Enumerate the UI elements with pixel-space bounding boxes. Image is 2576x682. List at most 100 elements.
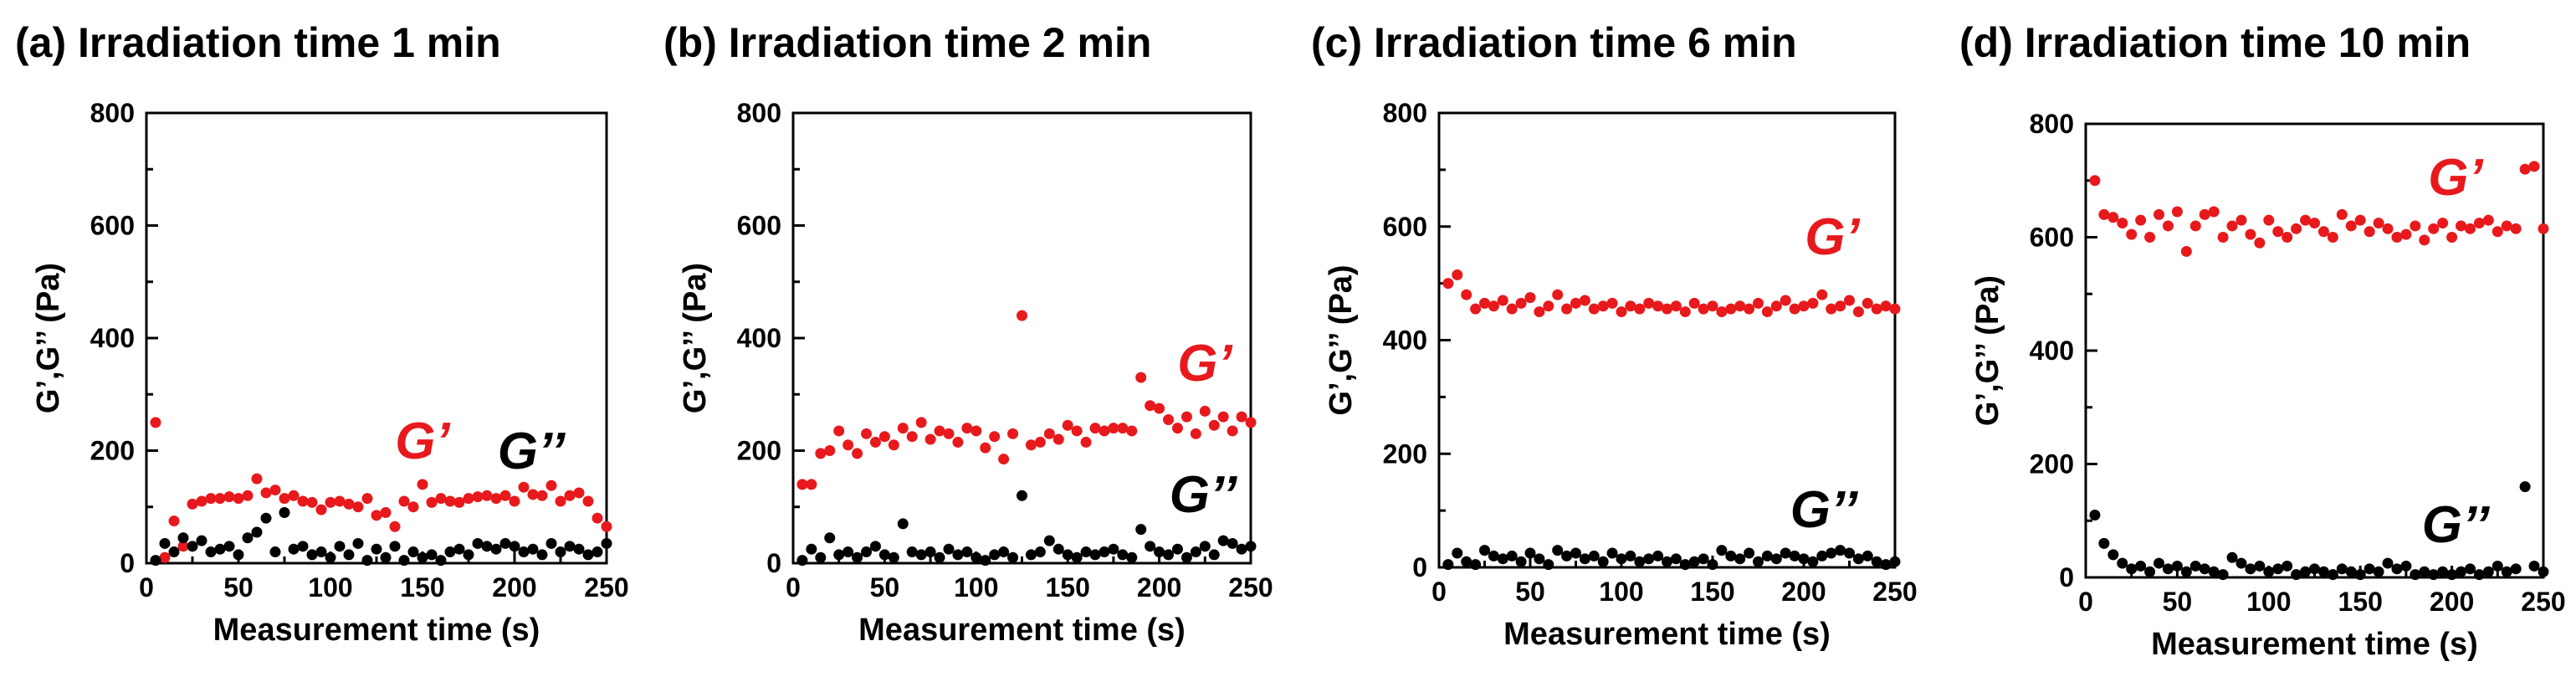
y-tick-label: 200 (2030, 449, 2074, 479)
data-point (1707, 559, 1718, 571)
data-point (1543, 300, 1554, 312)
data-point (1034, 546, 1046, 558)
data-point (989, 549, 1001, 561)
data-point (1679, 306, 1691, 318)
data-point (1515, 556, 1527, 567)
data-point (1807, 556, 1819, 567)
y-tick-label: 400 (90, 323, 135, 353)
data-point (943, 543, 955, 555)
data-point (2437, 566, 2449, 577)
data-point (1826, 303, 1837, 315)
data-point (1479, 297, 1490, 309)
data-point (260, 512, 272, 524)
data-point (2464, 223, 2476, 234)
y-tick-label: 0 (120, 548, 135, 578)
data-point (2464, 563, 2476, 575)
data-point (2519, 481, 2531, 493)
x-tick-label: 50 (1515, 577, 1545, 607)
data-point (2208, 206, 2220, 218)
data-point (407, 546, 419, 558)
data-point (2254, 237, 2266, 249)
data-point (1071, 425, 1083, 437)
x-tick-label: 200 (1781, 577, 1826, 607)
data-point (2327, 569, 2338, 581)
data-point (1506, 550, 1518, 561)
data-point (1606, 297, 1618, 309)
x-tick-label: 50 (223, 572, 254, 603)
x-tick-label: 150 (1046, 572, 1090, 603)
data-point (371, 543, 382, 555)
data-point (1470, 559, 1482, 571)
y-tick-label: 200 (1383, 438, 1427, 469)
data-point (573, 487, 585, 499)
data-point (861, 428, 873, 439)
series-label-g-prime: G’ (2428, 149, 2483, 207)
data-point (1452, 547, 1463, 559)
x-tick-label: 0 (2078, 587, 2093, 617)
data-point (1889, 303, 1901, 315)
data-point (536, 549, 548, 561)
data-point (2336, 563, 2348, 575)
data-point (1770, 553, 1782, 565)
data-point (897, 518, 909, 530)
data-point (2317, 226, 2329, 238)
data-point (150, 417, 161, 428)
data-point (334, 541, 346, 552)
x-tick-label: 100 (2246, 587, 2291, 617)
x-axis-label: Measurement time (s) (213, 613, 540, 648)
data-point (435, 493, 447, 505)
data-point (952, 436, 964, 448)
data-point (934, 551, 945, 563)
data-point (2263, 566, 2275, 577)
data-point (1634, 303, 1646, 315)
series-g-double-prime (796, 490, 1257, 567)
data-point (878, 431, 890, 443)
data-point (343, 549, 355, 561)
data-point (1835, 545, 1846, 556)
data-point (2317, 566, 2329, 577)
data-point (444, 546, 456, 558)
data-point (380, 551, 392, 563)
data-point (2235, 214, 2247, 226)
data-point (168, 546, 180, 558)
data-point (2391, 563, 2403, 575)
data-point (2126, 228, 2138, 240)
data-point (2153, 557, 2165, 569)
series-label-g-double-prime: G’’ (2422, 496, 2490, 554)
chart-panel: (b) Irradiation time 2 min 0 50 100 150 200 25… (663, 19, 1273, 648)
data-point (1688, 297, 1700, 309)
y-tick-label: 600 (90, 211, 135, 241)
data-point (223, 541, 235, 552)
data-point (2428, 569, 2440, 581)
data-point (2098, 537, 2110, 549)
data-point (1625, 550, 1636, 561)
data-point (2400, 228, 2412, 240)
data-point (1588, 303, 1600, 315)
data-point (2300, 214, 2312, 226)
data-point (1126, 551, 1138, 563)
data-point (1835, 300, 1846, 312)
data-point (196, 495, 207, 507)
data-point (168, 515, 180, 527)
data-point (1506, 303, 1518, 315)
data-point (2171, 206, 2183, 218)
series-g-double-prime (150, 506, 612, 567)
data-point (1442, 278, 1454, 290)
data-point (2217, 232, 2229, 243)
data-point (1816, 550, 1828, 561)
data-point (1652, 300, 1664, 312)
data-point (888, 439, 899, 451)
data-point (2491, 560, 2503, 572)
series-label-g-double-prime: G’’ (1170, 466, 1237, 524)
y-tick-label: 800 (737, 98, 781, 128)
data-point (2162, 220, 2174, 232)
data-point (1017, 490, 1027, 501)
x-tick-label: 50 (870, 572, 900, 603)
data-point (1052, 543, 1064, 555)
data-point (1117, 549, 1129, 561)
data-point (1844, 295, 1855, 306)
data-point (1744, 547, 1755, 559)
data-point (490, 493, 502, 505)
data-point (2501, 566, 2512, 577)
data-point (2098, 208, 2110, 220)
